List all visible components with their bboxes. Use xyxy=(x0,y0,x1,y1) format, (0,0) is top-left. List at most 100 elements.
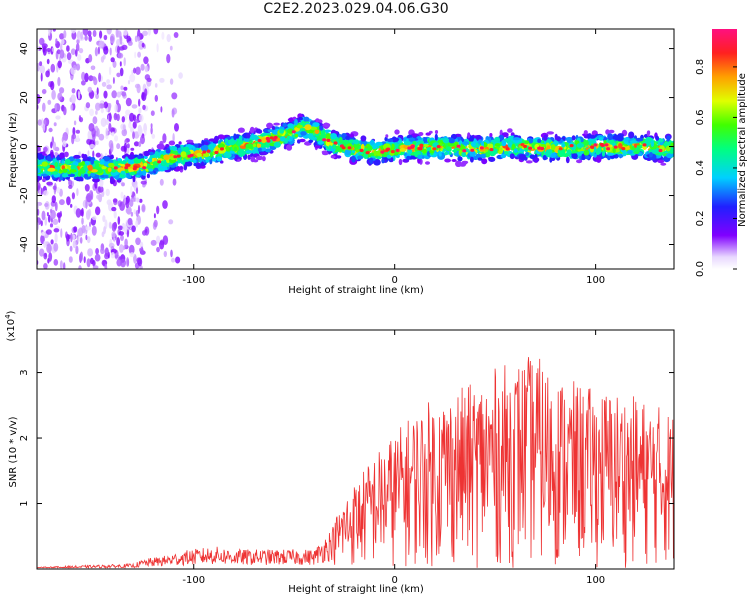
noise-speck xyxy=(169,45,173,51)
spectrogram-ylabel: Frequency (Hz) xyxy=(8,112,19,188)
noise-speck xyxy=(43,240,47,248)
snr-ytick-label: 2 xyxy=(19,435,30,441)
noise-speck xyxy=(89,108,94,117)
ridge-cell xyxy=(153,167,159,172)
colorbar-tick-label: 0.8 xyxy=(695,59,706,75)
noise-speck xyxy=(125,97,132,107)
ridge-cell xyxy=(249,126,255,134)
noise-speck xyxy=(124,238,128,248)
ridge-cell xyxy=(332,143,336,150)
noise-speck xyxy=(60,39,65,45)
noise-speck xyxy=(68,179,73,187)
ridge-cell xyxy=(273,141,281,148)
noise-speck xyxy=(111,206,117,212)
ridge-peak xyxy=(390,150,395,154)
ridge-cell xyxy=(566,149,572,156)
ridge-cell xyxy=(298,116,303,121)
ridge-peak xyxy=(173,155,178,159)
noise-speck xyxy=(120,123,127,131)
ridge-cell xyxy=(154,151,160,157)
noise-speck xyxy=(95,102,101,111)
ridge-cell xyxy=(444,151,448,156)
ridge-cell xyxy=(485,151,491,158)
noise-speck xyxy=(120,85,124,91)
noise-speck xyxy=(109,222,112,229)
noise-speck xyxy=(71,133,77,140)
ridge-cell xyxy=(618,143,623,149)
ridge-cell xyxy=(114,174,119,180)
spectrogram-ytick-label: -20 xyxy=(19,187,30,203)
ridge-peak xyxy=(365,151,370,155)
spectrogram-xtick-label: 0 xyxy=(391,275,397,286)
noise-speck xyxy=(92,265,99,269)
ridge-cell xyxy=(469,150,476,157)
noise-speck xyxy=(59,49,65,59)
noise-speck xyxy=(119,67,124,77)
ridge-cell xyxy=(512,137,521,141)
noise-speck xyxy=(40,234,45,245)
noise-speck xyxy=(178,72,183,79)
noise-speck xyxy=(78,48,84,54)
ridge-cell xyxy=(165,148,171,154)
noise-speck xyxy=(144,129,147,136)
noise-speck xyxy=(116,143,121,150)
noise-speck xyxy=(120,191,124,199)
ridge-cell xyxy=(601,150,606,157)
noise-speck xyxy=(156,205,160,215)
noise-speck xyxy=(40,220,43,227)
ridge-cell xyxy=(69,169,77,173)
ridge-cell xyxy=(245,150,253,154)
ridge-cell xyxy=(650,140,655,148)
noise-speck xyxy=(54,201,58,212)
ridge-cell xyxy=(605,129,610,135)
ridge-cell xyxy=(168,140,176,146)
ridge-cell xyxy=(160,160,167,167)
ridge-peak xyxy=(347,146,352,150)
noise-speck xyxy=(105,188,110,197)
ridge-cell xyxy=(429,149,435,154)
ridge-peak xyxy=(470,148,475,152)
noise-speck xyxy=(118,231,125,236)
ridge-cell xyxy=(101,166,107,170)
ridge-peak xyxy=(642,143,647,147)
snr-xtick-label: 100 xyxy=(586,575,605,586)
ridge-cell xyxy=(654,147,660,154)
ridge-cell xyxy=(442,138,450,144)
ridge-cell xyxy=(509,153,515,160)
ridge-cell xyxy=(324,129,332,133)
noise-speck xyxy=(54,233,58,243)
noise-speck xyxy=(123,194,126,205)
spectrogram-ytick-label: 0 xyxy=(19,143,30,149)
ridge-cell xyxy=(553,140,557,145)
ridge-cell xyxy=(300,131,307,136)
ridge-cell xyxy=(583,149,590,156)
ridge-cell xyxy=(370,139,375,146)
ridge-cell xyxy=(543,134,548,141)
ridge-cell xyxy=(481,158,488,165)
ridge-cell xyxy=(169,153,173,157)
ridge-cell xyxy=(397,140,403,144)
noise-speck xyxy=(84,72,89,83)
noise-speck xyxy=(162,133,167,144)
ridge-cell xyxy=(489,133,493,137)
noise-speck xyxy=(93,77,98,86)
ridge-cell xyxy=(353,142,360,149)
noise-speck xyxy=(156,235,161,244)
noise-speck xyxy=(135,187,139,195)
ridge-cell xyxy=(229,150,235,154)
ridge-peak xyxy=(436,145,441,149)
noise-speck xyxy=(138,107,142,114)
noise-speck xyxy=(132,131,135,140)
ridge-cell xyxy=(489,143,494,150)
noise-speck xyxy=(51,195,56,204)
ridge-cell xyxy=(56,155,60,161)
noise-speck xyxy=(95,110,98,115)
noise-speck xyxy=(159,77,165,83)
ridge-cell xyxy=(103,174,109,179)
ridge-cell xyxy=(571,150,577,155)
noise-speck xyxy=(45,70,50,78)
noise-speck xyxy=(119,201,125,211)
noise-speck xyxy=(117,216,121,225)
noise-speck xyxy=(126,229,130,238)
ridge-peak xyxy=(322,138,327,142)
